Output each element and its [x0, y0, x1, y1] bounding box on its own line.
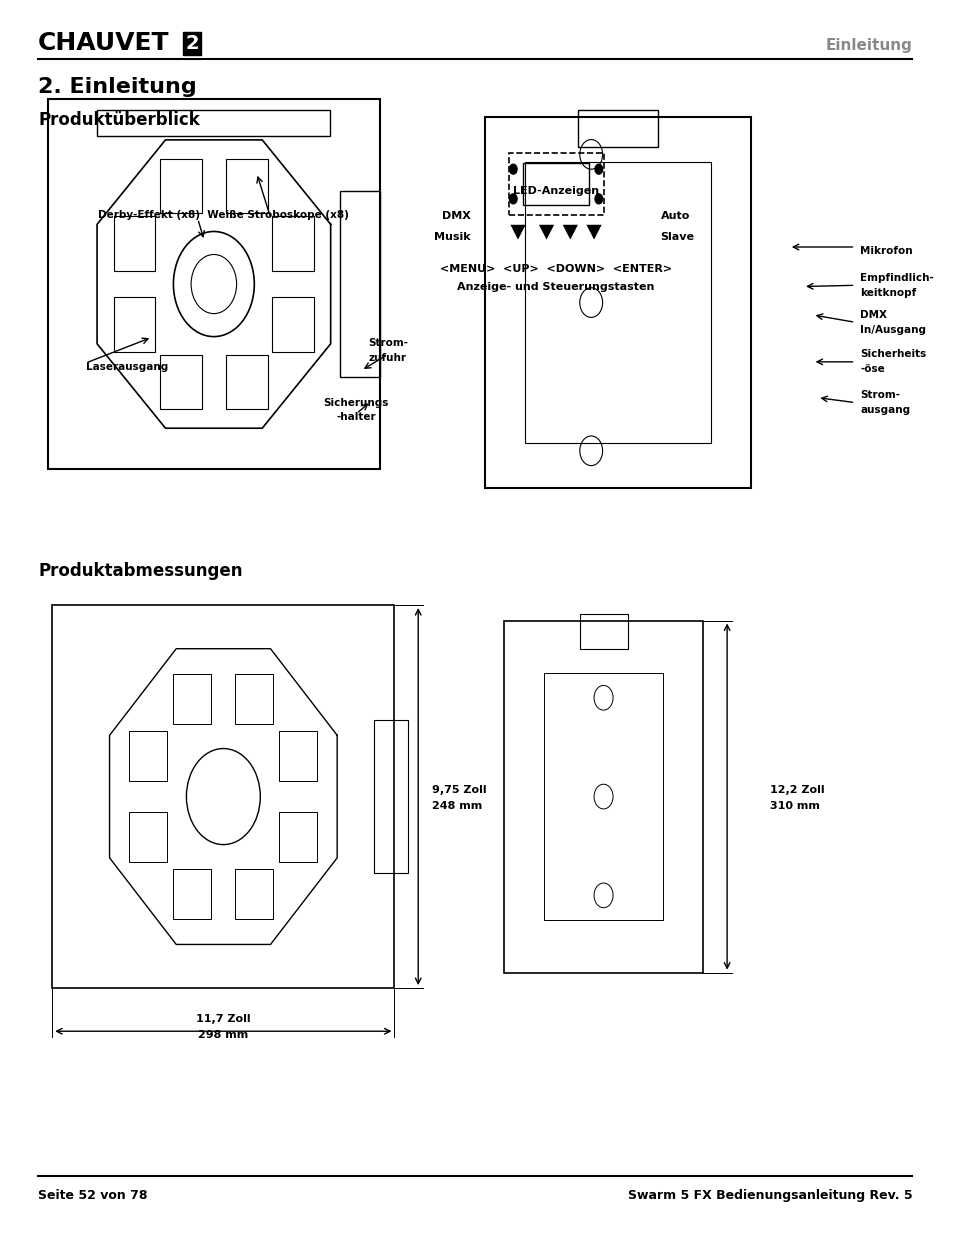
Text: Mikrofon: Mikrofon: [860, 246, 912, 256]
Text: Swarm 5 FX Bedienungsanleitung Rev. 5: Swarm 5 FX Bedienungsanleitung Rev. 5: [627, 1189, 911, 1202]
Text: CHAUVET: CHAUVET: [38, 31, 170, 56]
Polygon shape: [586, 225, 601, 240]
Text: -öse: -öse: [860, 364, 884, 374]
Bar: [97, 110, 330, 136]
Bar: [160, 159, 202, 214]
Text: 298 mm: 298 mm: [198, 1030, 248, 1040]
Bar: [543, 673, 662, 920]
Bar: [52, 605, 394, 988]
Polygon shape: [562, 225, 578, 240]
Circle shape: [595, 194, 602, 204]
Bar: [173, 674, 211, 724]
Bar: [503, 621, 702, 973]
Text: 2: 2: [185, 33, 199, 53]
Text: Einleitung: Einleitung: [824, 38, 911, 53]
Bar: [235, 869, 274, 919]
Text: Strom-: Strom-: [860, 390, 900, 400]
Text: DMX: DMX: [860, 310, 886, 320]
Text: Produktabmessungen: Produktabmessungen: [38, 562, 242, 580]
Bar: [48, 99, 380, 469]
Text: Slave: Slave: [659, 232, 694, 242]
Bar: [279, 813, 317, 862]
Text: Auto: Auto: [659, 211, 689, 221]
Text: Derby-Effekt (x8)  Weiße Stroboskope (x8): Derby-Effekt (x8) Weiße Stroboskope (x8): [98, 210, 349, 220]
Bar: [273, 298, 314, 352]
Text: Produktüberblick: Produktüberblick: [38, 111, 199, 130]
Circle shape: [509, 164, 517, 174]
Bar: [484, 117, 750, 488]
Bar: [129, 731, 167, 781]
Text: Anzeige- und Steuerungstasten: Anzeige- und Steuerungstasten: [456, 282, 654, 291]
Text: Musik: Musik: [434, 232, 470, 242]
Bar: [524, 162, 710, 443]
Bar: [226, 354, 268, 409]
Circle shape: [509, 194, 517, 204]
Text: Laserausgang: Laserausgang: [86, 362, 168, 372]
Polygon shape: [510, 225, 525, 240]
Bar: [129, 813, 167, 862]
Text: keitknopf: keitknopf: [860, 288, 916, 298]
Bar: [173, 869, 211, 919]
Bar: [508, 153, 603, 215]
Text: ausgang: ausgang: [860, 405, 909, 415]
Bar: [340, 191, 380, 377]
Bar: [579, 614, 627, 648]
Bar: [235, 674, 274, 724]
Text: 2. Einleitung: 2. Einleitung: [38, 77, 196, 96]
Polygon shape: [538, 225, 554, 240]
Text: -halter: -halter: [336, 412, 375, 422]
Text: 11,7 Zoll: 11,7 Zoll: [196, 1014, 251, 1024]
Bar: [113, 298, 155, 352]
Circle shape: [595, 164, 602, 174]
Text: In/Ausgang: In/Ausgang: [860, 325, 925, 335]
Text: DMX: DMX: [441, 211, 470, 221]
Bar: [226, 159, 268, 214]
Bar: [160, 354, 202, 409]
Bar: [578, 110, 657, 147]
Bar: [374, 720, 408, 873]
Bar: [279, 731, 317, 781]
Text: Sicherheits: Sicherheits: [860, 350, 925, 359]
Bar: [273, 216, 314, 270]
Text: 9,75 Zoll: 9,75 Zoll: [432, 785, 487, 795]
Bar: [522, 163, 589, 205]
Text: Empfindlich-: Empfindlich-: [860, 273, 933, 283]
Text: LED-Anzeigen: LED-Anzeigen: [513, 186, 598, 196]
Text: zufuhr: zufuhr: [369, 353, 406, 363]
Text: Seite 52 von 78: Seite 52 von 78: [38, 1189, 148, 1202]
Text: 2: 2: [185, 33, 199, 53]
Text: Strom-: Strom-: [368, 338, 407, 348]
Text: 12,2 Zoll: 12,2 Zoll: [769, 785, 823, 795]
Text: 310 mm: 310 mm: [769, 802, 819, 811]
Text: Sicherungs: Sicherungs: [323, 398, 389, 408]
Bar: [113, 216, 155, 270]
Text: <MENU>  <UP>  <DOWN>  <ENTER>: <MENU> <UP> <DOWN> <ENTER>: [439, 264, 672, 274]
Text: 248 mm: 248 mm: [432, 802, 482, 811]
